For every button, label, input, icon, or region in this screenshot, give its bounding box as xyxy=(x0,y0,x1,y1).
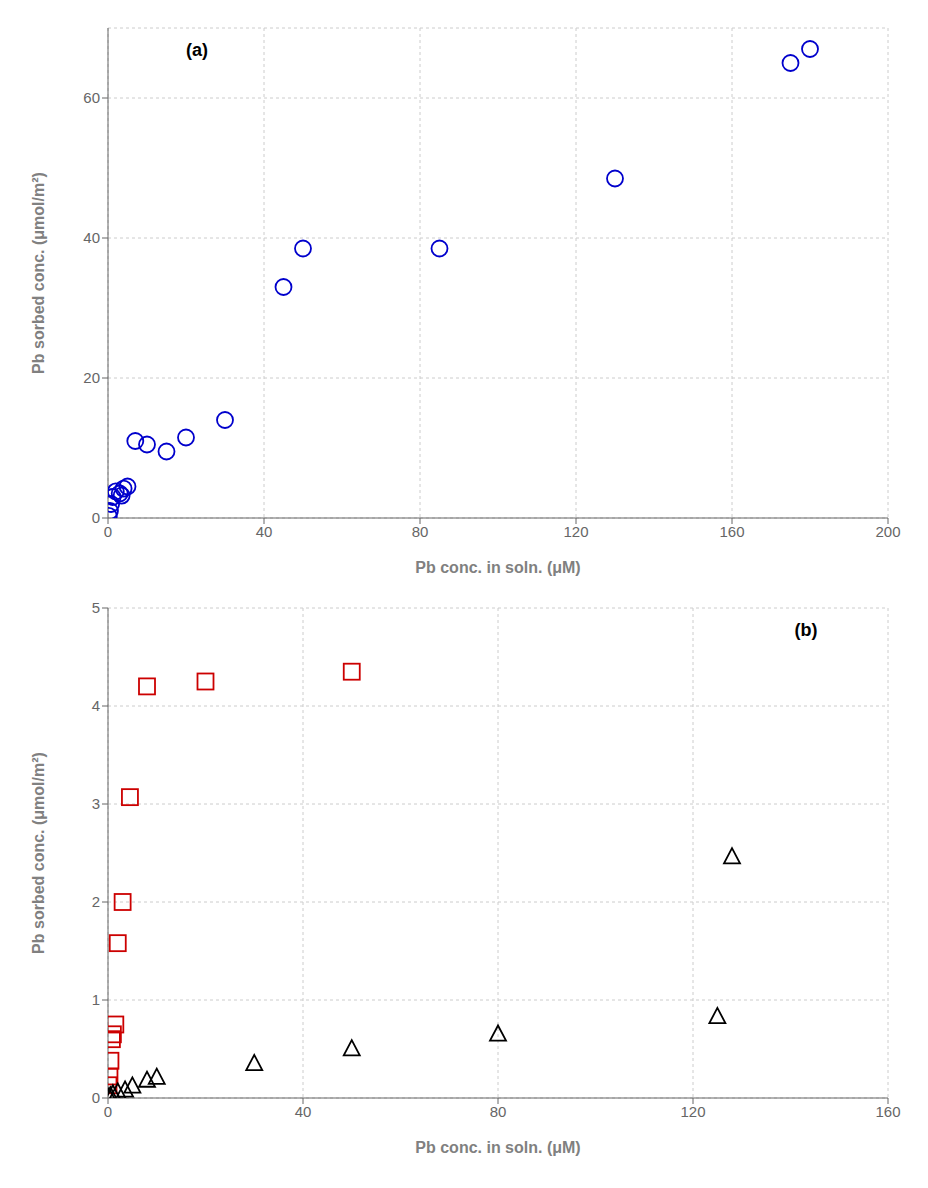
svg-text:0: 0 xyxy=(92,509,100,526)
svg-text:0: 0 xyxy=(92,1089,100,1106)
svg-text:200: 200 xyxy=(875,523,900,540)
svg-text:Pb conc. in soln. (μM): Pb conc. in soln. (μM) xyxy=(415,559,580,576)
svg-text:80: 80 xyxy=(490,1103,507,1120)
svg-text:20: 20 xyxy=(83,369,100,386)
svg-text:Pb sorbed conc. (μmol/m²): Pb sorbed conc. (μmol/m²) xyxy=(30,172,47,374)
svg-text:Pb sorbed conc. (μmol/m²): Pb sorbed conc. (μmol/m²) xyxy=(30,752,47,954)
svg-text:1: 1 xyxy=(92,991,100,1008)
svg-text:0: 0 xyxy=(104,1103,112,1120)
html-text:(b): (b) xyxy=(794,620,818,640)
svg-text:40: 40 xyxy=(256,523,273,540)
svg-text:80: 80 xyxy=(412,523,429,540)
svg-text:40: 40 xyxy=(295,1103,312,1120)
svg-text:4: 4 xyxy=(92,697,100,714)
svg-text:160: 160 xyxy=(875,1103,900,1120)
html-text:(a): (a) xyxy=(186,40,208,60)
svg-text:120: 120 xyxy=(680,1103,705,1120)
svg-text:5: 5 xyxy=(92,599,100,616)
svg-text:Pb conc. in soln. (μM): Pb conc. in soln. (μM) xyxy=(415,1139,580,1156)
svg-text:0: 0 xyxy=(104,523,112,540)
svg-text:2: 2 xyxy=(92,893,100,910)
svg-text:40: 40 xyxy=(83,229,100,246)
svg-text:60: 60 xyxy=(83,89,100,106)
svg-text:3: 3 xyxy=(92,795,100,812)
svg-text:160: 160 xyxy=(719,523,744,540)
svg-text:120: 120 xyxy=(563,523,588,540)
